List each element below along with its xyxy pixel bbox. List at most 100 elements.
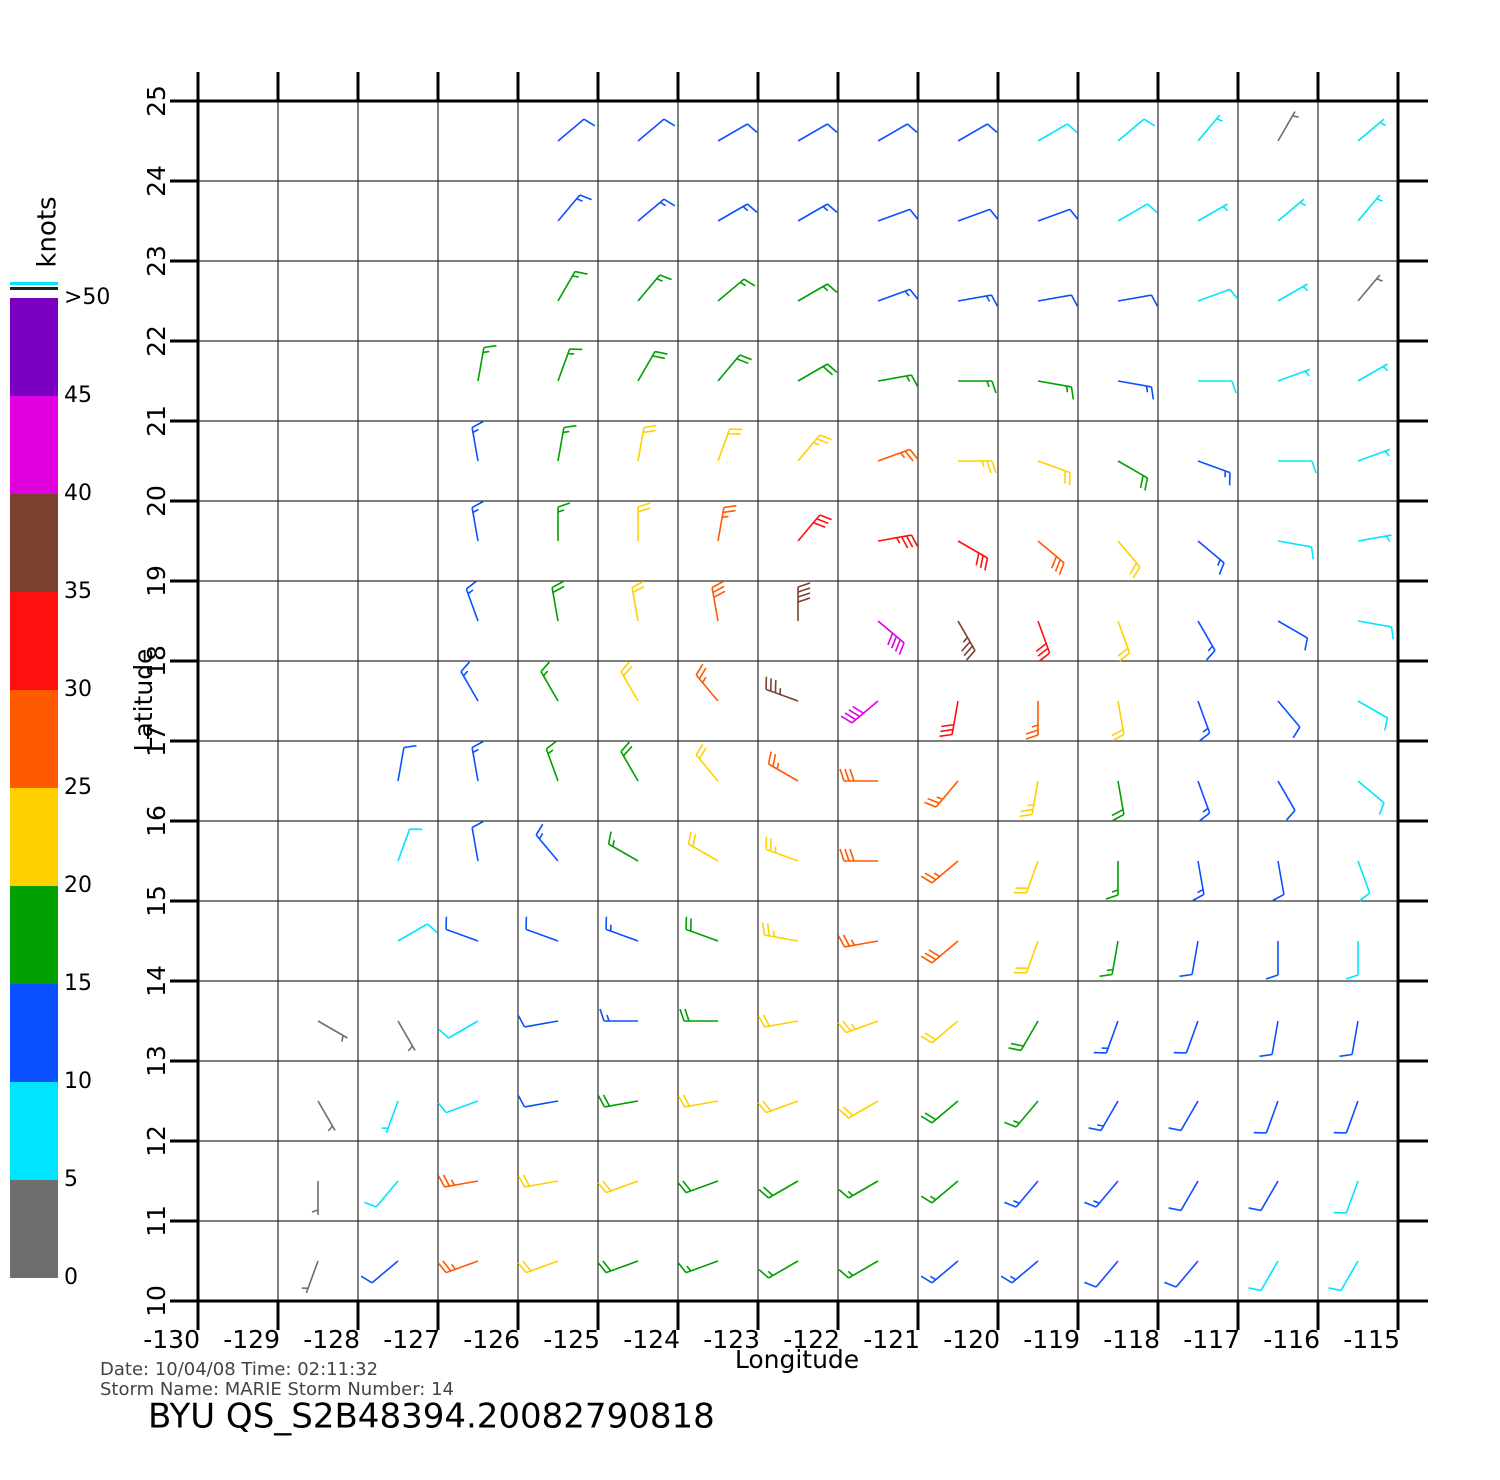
wind-barb	[838, 1100, 879, 1119]
wind-barb	[1277, 111, 1299, 142]
barb-stroke	[1197, 114, 1221, 142]
barb-stroke	[1277, 198, 1305, 222]
wind-barb	[677, 1180, 719, 1194]
barb-stroke	[535, 834, 559, 862]
barb-stroke	[906, 123, 918, 133]
x-tick-label: -119	[1023, 1325, 1080, 1354]
colorbar-band	[10, 886, 58, 984]
barb-stroke	[1277, 620, 1308, 639]
barb-stroke	[848, 1180, 879, 1199]
wind-barb	[939, 700, 959, 738]
barb-stroke	[465, 588, 479, 622]
wind-barb	[677, 1260, 719, 1274]
y-tick-label: 12	[142, 1125, 171, 1157]
wind-barb	[717, 428, 743, 462]
wind-barb	[1105, 861, 1119, 900]
barb-stroke	[957, 123, 988, 142]
barb-stroke	[1150, 386, 1155, 400]
wind-barb	[1277, 540, 1315, 560]
wind-barb	[607, 831, 639, 862]
barb-stroke	[637, 118, 665, 142]
wind-barb	[717, 278, 756, 302]
barb-stroke	[656, 278, 663, 282]
barb-stroke	[723, 504, 737, 509]
barb-stroke	[931, 940, 959, 964]
barb-stroke	[1192, 893, 1205, 902]
wind-barb	[797, 514, 832, 542]
barb-stroke	[877, 534, 912, 542]
barb-stroke	[816, 518, 829, 525]
barb-stroke	[679, 1008, 685, 1022]
wind-barb	[717, 504, 737, 542]
barb-stroke	[1271, 1020, 1279, 1055]
barb-stroke	[471, 820, 484, 829]
barb-stroke	[877, 620, 905, 644]
wind-barb	[317, 1020, 348, 1042]
y-tick-label: 15	[142, 885, 171, 917]
barb-stroke	[910, 534, 919, 547]
barb-stroke	[397, 747, 405, 782]
barb-stroke	[1025, 734, 1039, 740]
barb-stroke	[1277, 540, 1312, 548]
barb-stroke	[1143, 118, 1156, 127]
barb-stroke	[896, 537, 901, 544]
x-tick-label: -128	[303, 1325, 360, 1354]
barb-stroke	[1357, 274, 1381, 302]
barb-stroke	[1117, 647, 1129, 657]
barb-stroke	[986, 123, 998, 133]
colorbar-tick-label: 10	[64, 1069, 92, 1094]
barb-stroke	[986, 460, 992, 474]
barb-stroke	[663, 198, 676, 207]
barb-stroke	[1179, 973, 1193, 978]
barb-stroke	[920, 955, 933, 964]
barb-stroke	[1207, 645, 1214, 652]
barb-stroke	[607, 831, 612, 845]
barb-stroke	[963, 645, 974, 657]
wind-barb	[920, 860, 959, 884]
barb-stroke	[1357, 780, 1385, 804]
wind-barb	[1277, 368, 1311, 382]
barb-stroke	[524, 1100, 559, 1108]
barb-stroke	[797, 582, 811, 588]
barb-stroke	[1015, 1100, 1039, 1128]
barb-stroke	[540, 661, 550, 673]
wind-barb	[364, 1180, 399, 1208]
colorbar-tick-label: 40	[64, 481, 92, 506]
wind-barb	[958, 380, 997, 394]
barb-stroke	[1351, 1020, 1359, 1055]
barb-stroke	[450, 1263, 457, 1270]
wind-barb	[877, 620, 905, 655]
wind-barb	[551, 580, 565, 622]
barb-stroke	[442, 1260, 452, 1272]
barb-stroke	[1168, 1127, 1182, 1132]
file-id: BYU QS_S2B48394.20082790818	[148, 1397, 715, 1437]
colorbar-tick-label: 30	[64, 677, 92, 702]
wind-barb	[797, 123, 838, 142]
barb-stroke	[1139, 475, 1144, 489]
barb-stroke	[1378, 802, 1385, 815]
barb-stroke	[1037, 123, 1068, 142]
barb-stroke	[599, 1008, 605, 1022]
barb-stroke	[1146, 203, 1158, 213]
barb-stroke	[608, 843, 639, 862]
barb-stroke	[924, 1032, 937, 1041]
colorbar-tick-label: >50	[64, 285, 110, 310]
wind-barb	[597, 1180, 639, 1194]
barb-stroke	[1357, 860, 1371, 894]
barb-stroke	[1037, 540, 1065, 564]
barb-stroke	[979, 555, 984, 569]
barb-stroke	[837, 935, 846, 948]
barb-stroke	[631, 587, 639, 622]
barb-stroke	[579, 194, 592, 201]
barb-stroke	[1019, 813, 1033, 818]
x-tick-label: -125	[543, 1325, 600, 1354]
barb-stroke	[797, 363, 828, 382]
wind-barb	[877, 123, 918, 142]
barb-stroke	[797, 283, 828, 302]
colorbar-tick-label: 0	[64, 1265, 78, 1290]
wind-barb	[920, 1180, 959, 1204]
barb-stroke	[761, 922, 766, 936]
wind-barb	[717, 203, 758, 222]
barb-stroke	[931, 1260, 959, 1284]
barb-stroke	[437, 1102, 447, 1114]
